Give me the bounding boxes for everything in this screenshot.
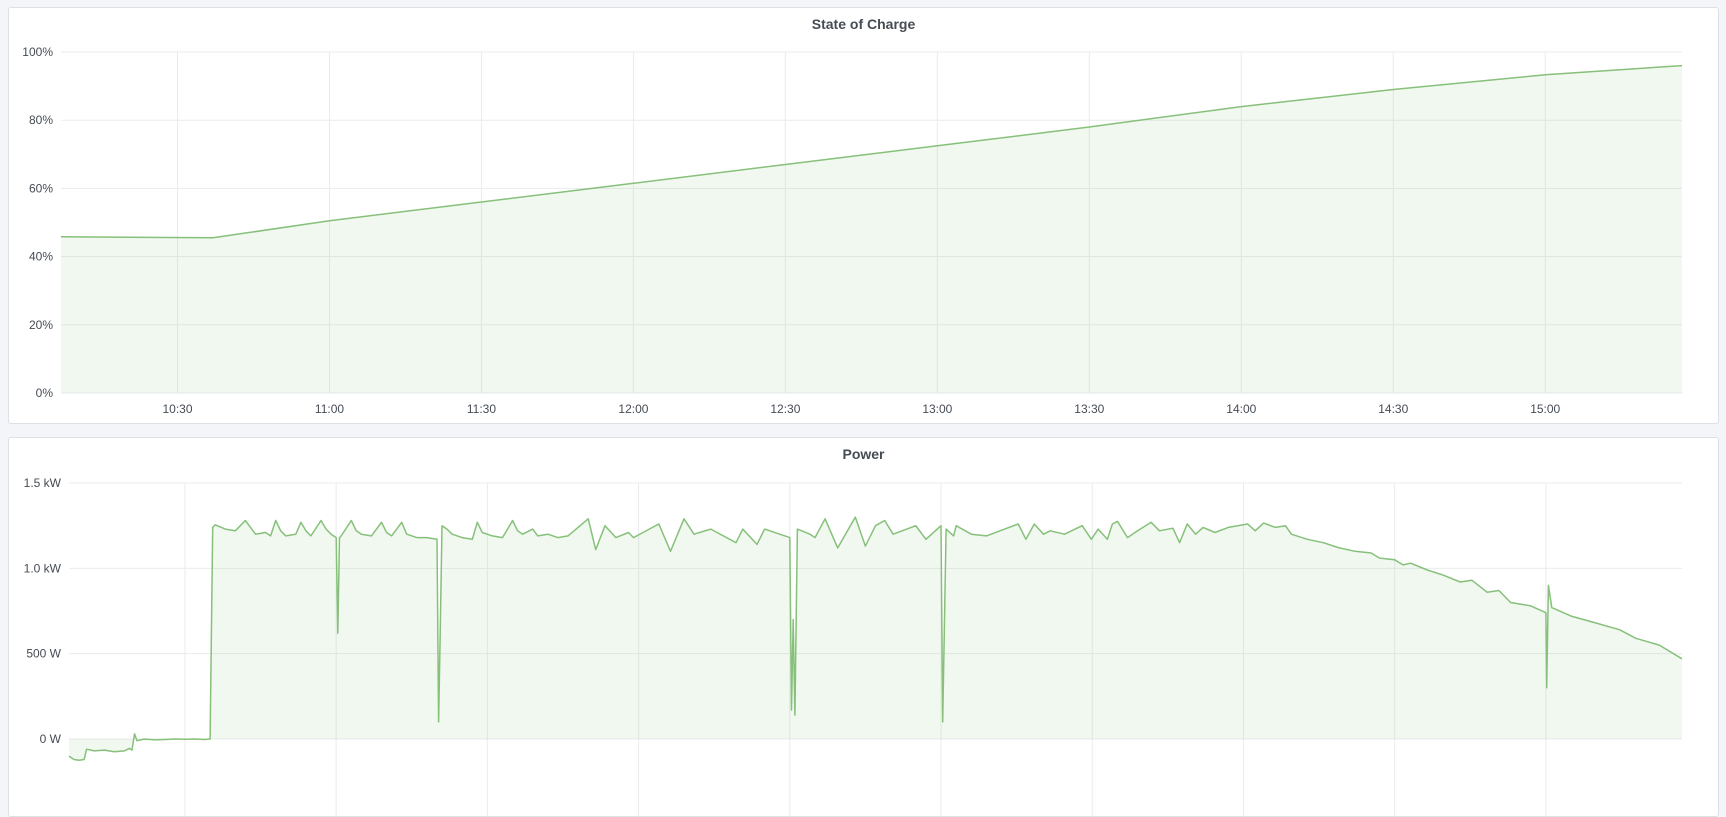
x-tick-label: 13:30: [1074, 402, 1104, 416]
soc-panel: State of Charge 0% 20% 40% 60% 80% 100% 10:30 1…: [8, 7, 1719, 424]
power-panel: Power 0 W 500 W 1.0 kW 1.5 kW: [8, 437, 1719, 817]
y-tick-label: 0%: [36, 386, 54, 400]
y-tick-label: 60%: [29, 181, 53, 195]
series-area: [61, 65, 1682, 393]
x-tick-label: 14:30: [1378, 402, 1408, 416]
power-panel-title[interactable]: Power: [842, 446, 885, 462]
series-line: [68, 516, 1683, 762]
y-tick-label: 1.0 kW: [24, 561, 62, 575]
x-tick-label: 12:00: [618, 402, 648, 416]
y-tick-label: 80%: [29, 113, 53, 127]
y-tick-label: 500 W: [26, 647, 61, 661]
y-tick-label: 1.5 kW: [24, 476, 62, 490]
x-tick-label: 11:30: [467, 402, 496, 416]
series-line: [60, 64, 1683, 239]
y-tick-label: 0 W: [40, 732, 62, 746]
x-tick-label: 14:00: [1226, 402, 1256, 416]
y-tick-label: 40%: [29, 250, 53, 264]
x-tick-label: 13:00: [922, 402, 952, 416]
x-tick-label: 11:00: [315, 402, 344, 416]
x-tick-label: 12:30: [770, 402, 800, 416]
soc-chart[interactable]: 0% 20% 40% 60% 80% 100% 10:30 11:00 11:30 12:00 12…: [9, 8, 1719, 424]
series-area: [69, 517, 1682, 761]
y-tick-label: 100%: [22, 45, 53, 59]
power-chart[interactable]: 0 W 500 W 1.0 kW 1.5 kW: [9, 438, 1719, 817]
x-tick-label: 15:00: [1530, 402, 1560, 416]
soc-panel-title[interactable]: State of Charge: [811, 16, 916, 32]
x-tick-label: 10:30: [162, 402, 192, 416]
y-tick-label: 20%: [29, 318, 53, 332]
